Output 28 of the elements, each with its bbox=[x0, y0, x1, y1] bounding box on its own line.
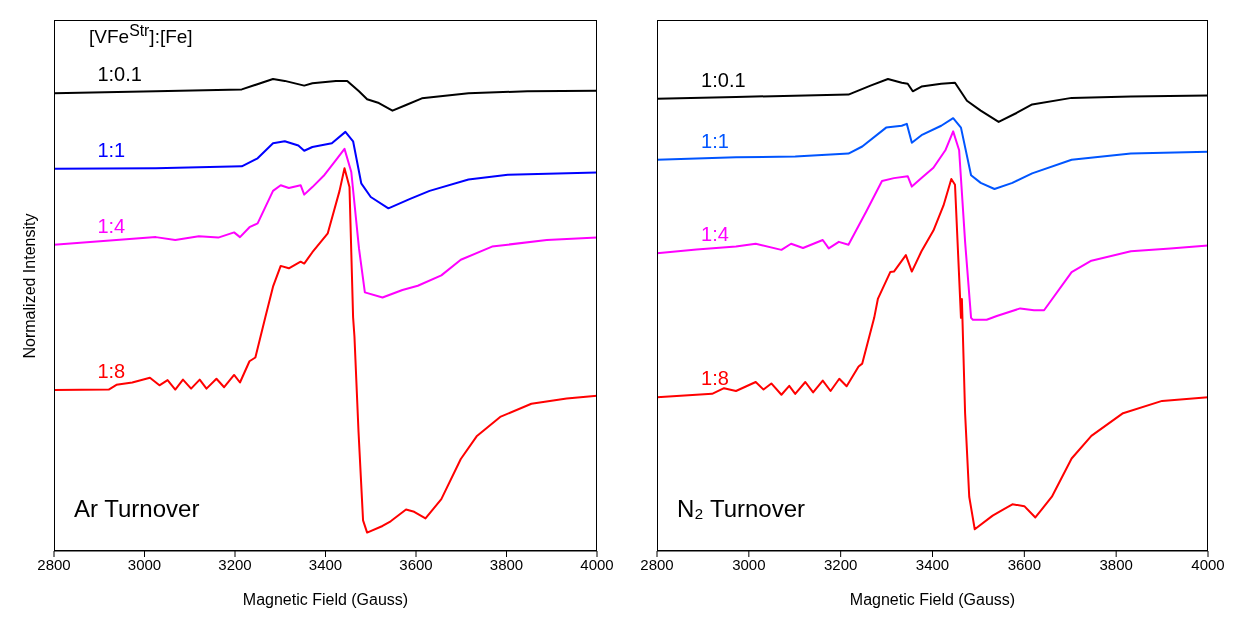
x-tick-label: 3600 bbox=[399, 555, 433, 573]
series-label: 1:8 bbox=[701, 367, 729, 391]
x-tick-label: 2800 bbox=[640, 555, 674, 573]
x-axis-title: Magnetic Field (Gauss) bbox=[849, 591, 1016, 608]
series-label: 1:1 bbox=[701, 129, 729, 153]
x-tick-label: 3200 bbox=[218, 555, 252, 573]
x-tick-label: 4000 bbox=[1191, 555, 1225, 573]
x-tick-label: 3600 bbox=[1007, 555, 1042, 573]
x-tick-label: 3000 bbox=[732, 555, 766, 573]
series-label: 1:4 bbox=[701, 223, 729, 247]
y-axis-title: Normalized Intensity bbox=[20, 212, 39, 360]
series-label: 1:1 bbox=[97, 138, 126, 162]
x-tick-label: 4000 bbox=[580, 555, 614, 573]
x-tick-label: 2800 bbox=[37, 555, 71, 573]
annotation: Ar Turnover bbox=[74, 495, 200, 523]
x-tick-label: 3400 bbox=[308, 555, 343, 573]
series-label: 1:0.1 bbox=[701, 68, 746, 92]
x-tick-label: 3200 bbox=[823, 555, 858, 573]
x-tick-label: 3800 bbox=[1099, 555, 1133, 573]
x-tick-label: 3000 bbox=[127, 555, 162, 573]
annotation: N₂ Turnover bbox=[677, 495, 806, 523]
x-tick-label: 3400 bbox=[915, 555, 950, 573]
legend-title: [VFe$^{Str}$]:[Fe] bbox=[89, 22, 193, 49]
x-axis-title: Magnetic Field (Gauss) bbox=[242, 591, 409, 608]
series-label: 1:4 bbox=[97, 214, 126, 238]
series-label: 1:0.1 bbox=[97, 63, 142, 87]
series-label: 1:8 bbox=[97, 360, 126, 384]
x-tick-label: 3800 bbox=[489, 555, 524, 573]
